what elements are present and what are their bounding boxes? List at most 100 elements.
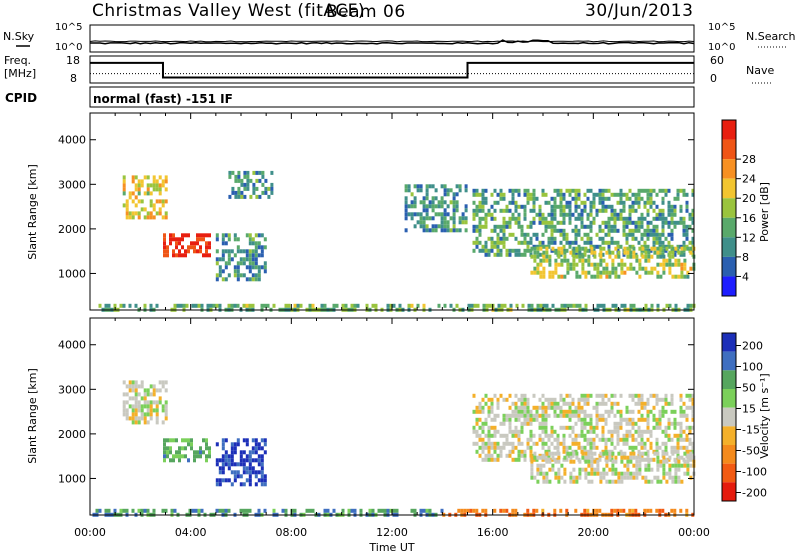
data-cell bbox=[526, 248, 530, 253]
data-cell bbox=[215, 482, 219, 487]
data-cell bbox=[625, 409, 629, 414]
data-cell bbox=[134, 183, 138, 188]
data-cell bbox=[688, 425, 692, 430]
data-cell bbox=[640, 437, 644, 442]
data-cell bbox=[655, 421, 659, 426]
data-cell bbox=[257, 458, 261, 463]
data-cell bbox=[264, 186, 268, 191]
data-cell bbox=[237, 178, 241, 183]
data-cell bbox=[583, 413, 587, 418]
data-cell bbox=[496, 240, 500, 245]
data-cell bbox=[122, 187, 126, 192]
data-cell bbox=[230, 442, 234, 447]
data-cell bbox=[673, 212, 677, 217]
data-cell bbox=[553, 409, 557, 414]
data-cell bbox=[252, 186, 256, 191]
data-cell bbox=[246, 178, 250, 183]
data-cell bbox=[248, 249, 252, 254]
data-cell bbox=[626, 467, 630, 472]
data-cell bbox=[196, 237, 199, 242]
data-cell bbox=[499, 421, 503, 426]
data-cell bbox=[517, 417, 521, 422]
data-cell bbox=[511, 433, 515, 438]
data-cell bbox=[131, 404, 135, 409]
data-cell bbox=[119, 303, 123, 308]
velocity-y-axis-label: Slant Range [km] bbox=[26, 368, 39, 464]
data-cell bbox=[662, 270, 666, 275]
data-cell bbox=[267, 186, 271, 191]
data-cell bbox=[257, 269, 261, 274]
data-cell bbox=[619, 508, 623, 513]
data-cell bbox=[634, 220, 638, 225]
data-cell bbox=[664, 236, 668, 241]
data-cell bbox=[478, 228, 482, 233]
data-cell bbox=[677, 479, 681, 484]
data-cell bbox=[246, 170, 250, 175]
data-cell bbox=[493, 449, 497, 454]
data-cell bbox=[532, 405, 536, 410]
data-cell bbox=[685, 508, 689, 513]
data-cell bbox=[134, 396, 138, 401]
data-cell bbox=[556, 188, 560, 193]
data-cell bbox=[607, 224, 611, 229]
data-cell bbox=[625, 437, 629, 442]
data-cell bbox=[237, 194, 241, 199]
data-cell bbox=[637, 192, 641, 197]
data-cell bbox=[559, 405, 563, 410]
data-cell bbox=[655, 441, 659, 446]
data-cell bbox=[565, 200, 569, 205]
data-cell bbox=[688, 216, 692, 221]
data-cell bbox=[464, 208, 468, 213]
n-search-label: N.Search bbox=[746, 30, 796, 43]
data-cell bbox=[437, 212, 441, 217]
data-cell bbox=[587, 258, 591, 263]
data-cell bbox=[607, 204, 611, 209]
data-cell bbox=[568, 200, 572, 205]
data-cell bbox=[215, 261, 219, 266]
data-cell bbox=[517, 453, 521, 458]
data-cell bbox=[551, 270, 555, 275]
data-cell bbox=[270, 190, 274, 195]
data-cell bbox=[196, 241, 199, 246]
data-cell bbox=[679, 188, 683, 193]
data-cell bbox=[523, 405, 527, 410]
data-cell bbox=[221, 470, 225, 475]
data-cell bbox=[568, 445, 572, 450]
data-cell bbox=[536, 463, 540, 468]
data-cell bbox=[254, 265, 258, 270]
data-cell bbox=[227, 478, 231, 483]
data-cell bbox=[146, 215, 150, 220]
data-cell bbox=[205, 241, 208, 246]
data-cell bbox=[452, 204, 456, 209]
data-cell bbox=[596, 459, 600, 464]
data-cell bbox=[568, 220, 572, 225]
data-cell bbox=[644, 254, 648, 259]
data-cell bbox=[580, 212, 584, 217]
data-cell bbox=[466, 508, 470, 513]
data-cell bbox=[625, 224, 629, 229]
data-cell bbox=[539, 463, 543, 468]
data-cell bbox=[520, 405, 524, 410]
data-cell bbox=[464, 220, 468, 225]
data-cell bbox=[236, 273, 240, 278]
data-cell bbox=[475, 441, 479, 446]
data-cell bbox=[550, 441, 554, 446]
data-cell bbox=[563, 250, 567, 255]
data-cell bbox=[254, 253, 258, 258]
data-cell bbox=[659, 479, 663, 484]
data-cell bbox=[580, 405, 584, 410]
data-cell bbox=[496, 192, 500, 197]
colorbar-swatch bbox=[722, 482, 736, 501]
data-cell bbox=[616, 240, 620, 245]
data-cell bbox=[496, 445, 500, 450]
data-cell bbox=[628, 508, 632, 513]
data-cell bbox=[517, 204, 521, 209]
data-cell bbox=[478, 433, 482, 438]
data-cell bbox=[520, 252, 524, 257]
data-cell bbox=[383, 508, 387, 513]
data-cell bbox=[128, 380, 132, 385]
data-cell bbox=[628, 244, 632, 249]
data-cell bbox=[656, 467, 660, 472]
data-cell bbox=[257, 277, 261, 282]
data-cell bbox=[562, 208, 566, 213]
